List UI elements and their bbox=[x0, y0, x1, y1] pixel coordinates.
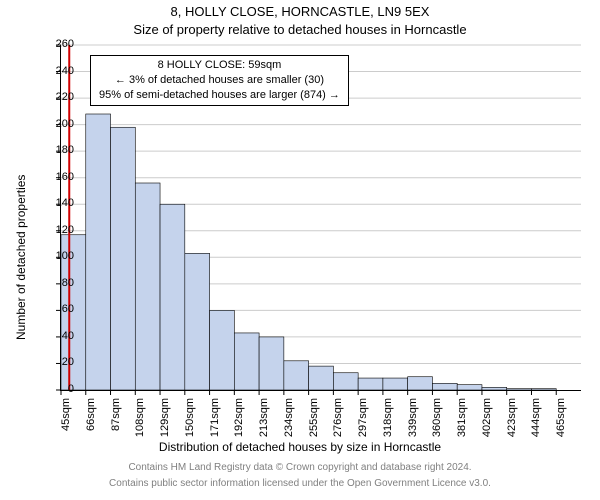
annotation-line-1: 8 HOLLY CLOSE: 59sqm bbox=[99, 58, 340, 73]
bar bbox=[457, 385, 482, 390]
y-tick-label: 220 bbox=[34, 91, 74, 103]
y-tick-label: 60 bbox=[34, 303, 74, 315]
annotation-box: 8 HOLLY CLOSE: 59sqm ← 3% of detached ho… bbox=[90, 55, 349, 106]
attribution-line-2: Contains public sector information licen… bbox=[0, 478, 600, 489]
y-tick-label: 160 bbox=[34, 171, 74, 183]
y-tick-label: 180 bbox=[34, 144, 74, 156]
y-tick-label: 100 bbox=[34, 250, 74, 262]
x-axis-label: Distribution of detached houses by size … bbox=[0, 440, 600, 454]
annotation-line-3: 95% of semi-detached houses are larger (… bbox=[99, 88, 340, 103]
y-tick-label: 140 bbox=[34, 197, 74, 209]
bar bbox=[383, 378, 408, 390]
bar bbox=[284, 361, 309, 390]
y-tick-label: 240 bbox=[34, 65, 74, 77]
annotation-line-2: ← 3% of detached houses are smaller (30) bbox=[99, 73, 340, 88]
y-tick-label: 40 bbox=[34, 330, 74, 342]
bar bbox=[210, 310, 235, 390]
bar bbox=[160, 204, 185, 390]
bar bbox=[309, 366, 334, 390]
y-tick-label: 20 bbox=[34, 356, 74, 368]
bar bbox=[531, 389, 556, 390]
y-tick-label: 200 bbox=[34, 118, 74, 130]
bar bbox=[507, 389, 532, 390]
bars-group bbox=[61, 114, 556, 390]
bar bbox=[185, 253, 210, 390]
chart-title-line-1: 8, HOLLY CLOSE, HORNCASTLE, LN9 5EX bbox=[0, 4, 600, 19]
bar bbox=[358, 378, 383, 390]
bar bbox=[482, 387, 507, 390]
y-tick-label: 0 bbox=[34, 383, 74, 395]
bar bbox=[234, 333, 259, 390]
chart-title-line-2: Size of property relative to detached ho… bbox=[0, 22, 600, 37]
bar bbox=[432, 383, 457, 390]
bar bbox=[333, 373, 358, 390]
y-tick-label: 260 bbox=[34, 38, 74, 50]
y-tick-label: 80 bbox=[34, 277, 74, 289]
x-tick-marks bbox=[61, 390, 556, 395]
attribution-line-1: Contains HM Land Registry data © Crown c… bbox=[0, 462, 600, 473]
y-axis-label: Number of detached properties bbox=[14, 175, 28, 340]
bar bbox=[408, 377, 433, 390]
bar bbox=[259, 337, 284, 390]
bar bbox=[86, 114, 111, 390]
bar bbox=[111, 127, 136, 390]
bar bbox=[135, 183, 160, 390]
y-tick-label: 120 bbox=[34, 224, 74, 236]
